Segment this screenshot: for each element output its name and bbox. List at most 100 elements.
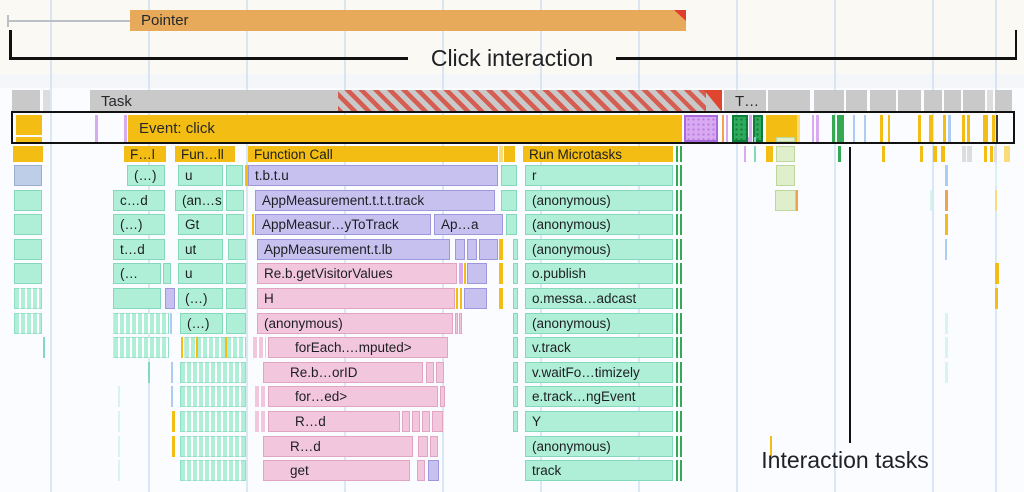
flame-bar[interactable] (680, 190, 682, 211)
flame-bar[interactable] (770, 436, 772, 457)
flame-bar[interactable] (882, 146, 885, 162)
flame-bar[interactable] (226, 214, 244, 235)
flame-bar[interactable] (464, 263, 466, 284)
flame-bar[interactable] (995, 263, 999, 284)
flame-bar[interactable] (460, 288, 462, 309)
flame-bar[interactable] (226, 288, 246, 309)
flame-bar[interactable] (113, 313, 169, 334)
bar-re-b-orid[interactable]: Re.b…orID (263, 362, 423, 383)
event-segment[interactable] (864, 115, 866, 142)
bar-o-publish[interactable]: o.publish (525, 263, 673, 284)
event-mini-segment[interactable] (676, 137, 680, 142)
flame-bar[interactable] (14, 313, 42, 334)
bar-foreach-mputed[interactable]: forEach.…mputed> (268, 337, 448, 358)
flame-bar[interactable] (513, 288, 518, 309)
flame-bar[interactable] (181, 337, 183, 358)
flame-bar[interactable] (680, 214, 682, 235)
flame-bar[interactable] (455, 313, 458, 334)
task-segment[interactable] (768, 90, 810, 112)
flame-bar[interactable] (436, 362, 444, 383)
flame-bar[interactable] (148, 362, 150, 383)
flame-bar[interactable] (676, 263, 678, 284)
flame-bar[interactable] (676, 460, 678, 481)
bar-anonymous[interactable]: (anonymous) (525, 190, 673, 211)
bar-anonymous[interactable]: (anonymous) (525, 436, 673, 457)
flame-bar[interactable] (680, 362, 682, 383)
flame-bar[interactable] (513, 362, 518, 383)
bar-[interactable]: (… (113, 263, 161, 284)
task-segment[interactable] (898, 90, 921, 112)
bar-v-track[interactable]: v.track (525, 337, 673, 358)
flame-bar[interactable] (180, 436, 246, 457)
task-segment[interactable] (814, 90, 844, 112)
event-segment[interactable] (853, 115, 855, 142)
task-segment[interactable] (870, 90, 896, 112)
bar-for-ed[interactable]: for…ed> (268, 386, 438, 407)
flame-bar[interactable] (967, 146, 972, 162)
flame-bar[interactable] (13, 146, 43, 162)
bar-gt[interactable]: Gt (178, 214, 223, 235)
flame-bar[interactable] (428, 460, 439, 481)
flame-bar[interactable] (499, 239, 503, 260)
flame-bar[interactable] (990, 146, 993, 162)
bar-u[interactable]: u (178, 263, 223, 284)
flame-bar[interactable] (676, 411, 678, 432)
flame-bar[interactable] (676, 239, 678, 260)
flame-bar[interactable] (676, 190, 678, 211)
bar-function-call[interactable]: Function Call (248, 146, 498, 162)
event-mini-segment[interactable] (754, 137, 756, 142)
flame-bar[interactable] (467, 239, 477, 260)
event-segment[interactable] (837, 115, 844, 142)
bar-appmeasurement-t-t-t-track[interactable]: AppMeasurement.t.t.t.track (255, 190, 495, 211)
bar-c-d[interactable]: c…d (113, 190, 165, 211)
bar-t-b-t-u[interactable]: t.b.t.u (248, 165, 498, 186)
flame-bar[interactable] (945, 239, 947, 260)
flame-bar[interactable] (171, 362, 173, 383)
flame-bar[interactable] (945, 362, 948, 383)
event-segment[interactable] (812, 115, 814, 142)
flame-bar[interactable] (422, 411, 430, 432)
event-segment[interactable] (753, 115, 763, 142)
flame-bar[interactable] (984, 146, 987, 162)
flame-bar[interactable] (930, 190, 932, 211)
flame-bar[interactable] (676, 146, 678, 162)
flame-bar[interactable] (676, 337, 678, 358)
flame-bar[interactable] (945, 190, 948, 211)
flame-bar[interactable] (680, 386, 682, 407)
flame-bar[interactable] (676, 165, 678, 186)
flame-bar[interactable] (995, 165, 997, 186)
flame-bar[interactable] (225, 337, 227, 358)
task-segment[interactable] (944, 90, 961, 112)
flame-bar[interactable] (226, 313, 246, 334)
flame-bar[interactable] (170, 313, 172, 334)
flame-bar[interactable] (501, 190, 517, 211)
event-segment[interactable] (880, 115, 883, 142)
flame-bar[interactable] (676, 313, 678, 334)
flame-bar[interactable] (253, 337, 266, 358)
flame-bar[interactable] (499, 263, 503, 284)
bar-y[interactable]: Y (525, 411, 673, 432)
flame-bar[interactable] (680, 165, 682, 186)
flame-bar[interactable] (504, 146, 515, 162)
flame-bar[interactable] (459, 263, 463, 284)
flame-bar[interactable] (426, 362, 434, 383)
flame-bar[interactable] (14, 165, 42, 186)
flame-bar[interactable] (113, 288, 161, 309)
event-segment[interactable] (124, 115, 127, 142)
flame-bar[interactable] (680, 239, 682, 260)
flame-bar[interactable] (464, 288, 487, 309)
flame-bar[interactable] (513, 263, 518, 284)
flame-bar[interactable] (255, 386, 266, 407)
event-segment[interactable] (918, 115, 921, 142)
bar-f-l[interactable]: F…l (124, 146, 166, 162)
flame-bar[interactable] (945, 313, 948, 334)
flame-bar[interactable] (440, 386, 445, 407)
flame-bar[interactable] (402, 411, 410, 432)
event-mini-segment[interactable] (748, 137, 750, 142)
flame-bar[interactable] (43, 337, 45, 358)
bar-[interactable]: (…) (178, 288, 223, 309)
event-segment[interactable] (726, 115, 728, 142)
flame-bar[interactable] (920, 146, 923, 162)
bar-appmeasur-ytotrack[interactable]: AppMeasur…yToTrack (255, 214, 431, 235)
bar-ut[interactable]: ut (178, 239, 223, 260)
